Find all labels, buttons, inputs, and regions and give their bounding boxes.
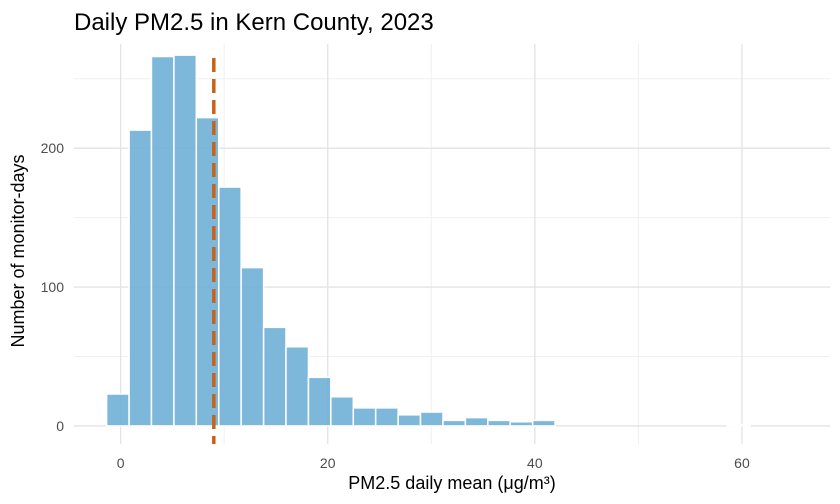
histogram-bar: [307, 376, 332, 427]
x-axis-ticks: 0 20 40 60: [117, 455, 750, 471]
histogram-bar: [464, 416, 489, 427]
histogram-bar: [285, 346, 310, 427]
histogram-bar: [128, 129, 153, 427]
histogram-bar: [105, 393, 130, 427]
y-tick-label: 100: [41, 279, 65, 295]
histogram-bar: [419, 411, 444, 427]
histogram-bar: [218, 186, 242, 427]
histogram-bar: [352, 407, 377, 427]
x-tick-label: 20: [320, 455, 336, 471]
histogram-bar: [442, 419, 467, 427]
histogram-bar: [150, 55, 175, 427]
histogram-bar: [509, 421, 534, 427]
x-axis-title: PM2.5 daily mean (μg/m³): [348, 473, 555, 493]
histogram-bar: [262, 326, 287, 427]
histogram-bar: [240, 266, 265, 427]
x-tick-label: 0: [117, 455, 125, 471]
histogram-bar: [487, 419, 511, 427]
chart-title: Daily PM2.5 in Kern County, 2023: [74, 9, 434, 36]
histogram-bar: [726, 423, 752, 427]
histogram-bar: [531, 419, 556, 427]
histogram-bar: [330, 396, 355, 427]
histogram-bar: [374, 407, 399, 427]
histogram-bar: [173, 54, 198, 427]
y-axis-ticks: 0 100 200: [41, 140, 65, 434]
x-tick-label: 40: [527, 455, 543, 471]
histogram-bars: [105, 54, 752, 427]
y-tick-label: 200: [41, 140, 65, 156]
histogram-bar: [397, 414, 422, 427]
y-tick-label: 0: [56, 418, 64, 434]
x-tick-label: 60: [734, 455, 750, 471]
y-axis-title: Number of monitor-days: [8, 154, 28, 347]
